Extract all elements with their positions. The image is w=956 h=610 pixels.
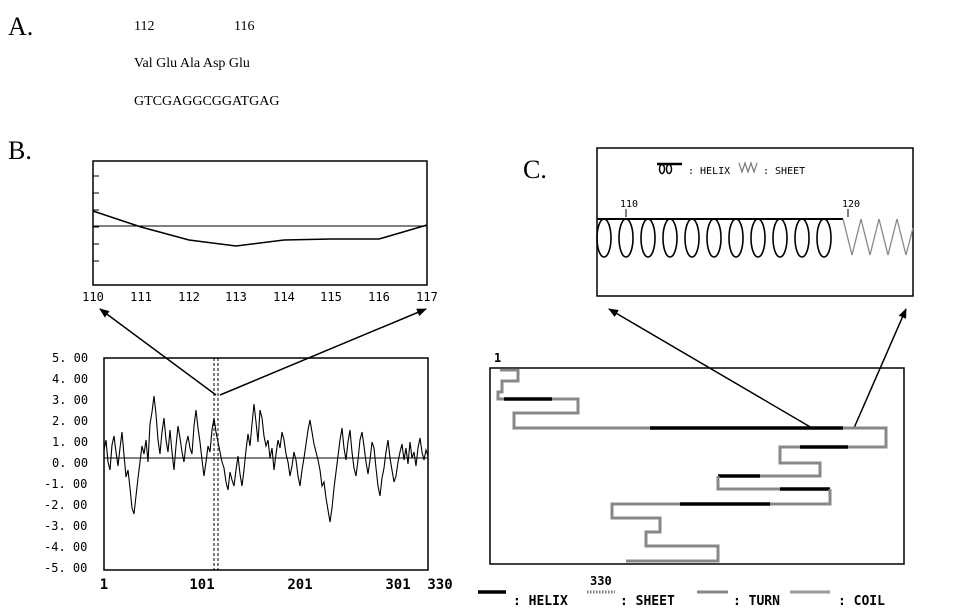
legend-sheet-label: : SHEET	[620, 594, 675, 609]
zoom-plot-profile-line	[92, 210, 428, 247]
main-y-tick-label: 2. 00	[52, 414, 88, 428]
main-plot-frame	[103, 357, 429, 571]
zoom-x-tick-label: 115	[320, 290, 342, 304]
helix-loops	[596, 218, 843, 258]
main-x-tick-label: 330	[427, 577, 452, 593]
zoom-legend-helix-label: : HELIX	[688, 166, 730, 177]
main-x-tick-label: 201	[287, 577, 312, 593]
sequence-start-position: 112	[134, 19, 155, 34]
main-y-tick-label: -2. 00	[44, 498, 87, 512]
main-y-tick-label: 1. 00	[52, 435, 88, 449]
residue-tick-label: 120	[842, 199, 860, 210]
zoom-plot-frame	[92, 160, 428, 286]
main-y-tick-label: -1. 00	[44, 477, 87, 491]
sheet-legend-icon	[738, 161, 758, 174]
map-start-label: 1	[494, 351, 501, 365]
hydropathy-profile-line	[103, 395, 429, 523]
main-plot-x-tick-labels: 1 101 201 301 330	[100, 577, 453, 593]
main-y-tick-label: 5. 00	[52, 351, 88, 365]
zoom-legend-sheet-label: : SHEET	[763, 166, 805, 177]
zoom-x-tick-label: 117	[416, 290, 438, 304]
zoom-plot-x-tick-labels: 110 111 112 113 114 115 116 117	[82, 290, 438, 304]
main-y-tick-label: -5. 00	[44, 561, 87, 575]
zoom-plot: 110 111 112 113 114 115 116 117	[82, 160, 438, 304]
legend-coil-label: : COIL	[838, 594, 885, 609]
main-y-tick-label: 4. 00	[52, 372, 88, 386]
zoom-x-tick-label: 116	[368, 290, 390, 304]
zoom-x-tick-label: 113	[225, 290, 247, 304]
panel-b-label: B.	[8, 136, 32, 165]
zoom-arrow-left	[99, 308, 217, 396]
main-x-tick-label: 1	[100, 577, 108, 593]
main-plot-y-tick-labels: 5. 00 4. 00 3. 00 2. 00 1. 00 0. 00 -1. …	[44, 351, 88, 575]
dna-sequence: GTCGAGGCGGATGAG	[134, 94, 280, 109]
helix-legend-icon	[657, 162, 682, 175]
zoom-x-tick-label: 110	[82, 290, 104, 304]
zoom-arrow-right	[219, 308, 427, 396]
zoom-x-tick-label: 112	[178, 290, 200, 304]
sheet-zigzag	[842, 218, 914, 256]
structure-legend: : HELIX : SHEET : TURN : COIL	[478, 590, 885, 609]
panel-a-label: A.	[8, 12, 34, 41]
legend-helix-label: : HELIX	[513, 594, 568, 609]
main-y-tick-label: 3. 00	[52, 393, 88, 407]
main-y-tick-label: -3. 00	[44, 519, 87, 533]
main-x-tick-label: 301	[385, 577, 410, 593]
main-x-tick-label: 101	[189, 577, 214, 593]
amino-acid-sequence: Val Glu Ala Asp Glu	[134, 56, 250, 71]
zoom-x-tick-label: 111	[130, 290, 152, 304]
structure-zoom-frame	[596, 147, 914, 297]
residue-tick-label: 110	[620, 199, 638, 210]
zoom-plot-y-ticks	[93, 175, 99, 262]
main-y-tick-label: -4. 00	[44, 540, 87, 554]
map-end-label: 330	[590, 574, 612, 588]
structure-map-frame	[489, 367, 905, 565]
structure-trace	[496, 368, 888, 563]
legend-turn-label: : TURN	[733, 594, 780, 609]
main-hydropathy-plot: 5. 00 4. 00 3. 00 2. 00 1. 00 0. 00 -1. …	[44, 351, 453, 593]
zoom-x-tick-label: 114	[273, 290, 295, 304]
structure-map: 1 330	[489, 351, 905, 588]
panel-c-label: C.	[523, 155, 547, 184]
main-y-tick-label: 0. 00	[52, 456, 88, 470]
structure-zoom-panel: : HELIX : SHEET 110 120	[596, 147, 914, 297]
sequence-end-position: 116	[234, 19, 255, 34]
